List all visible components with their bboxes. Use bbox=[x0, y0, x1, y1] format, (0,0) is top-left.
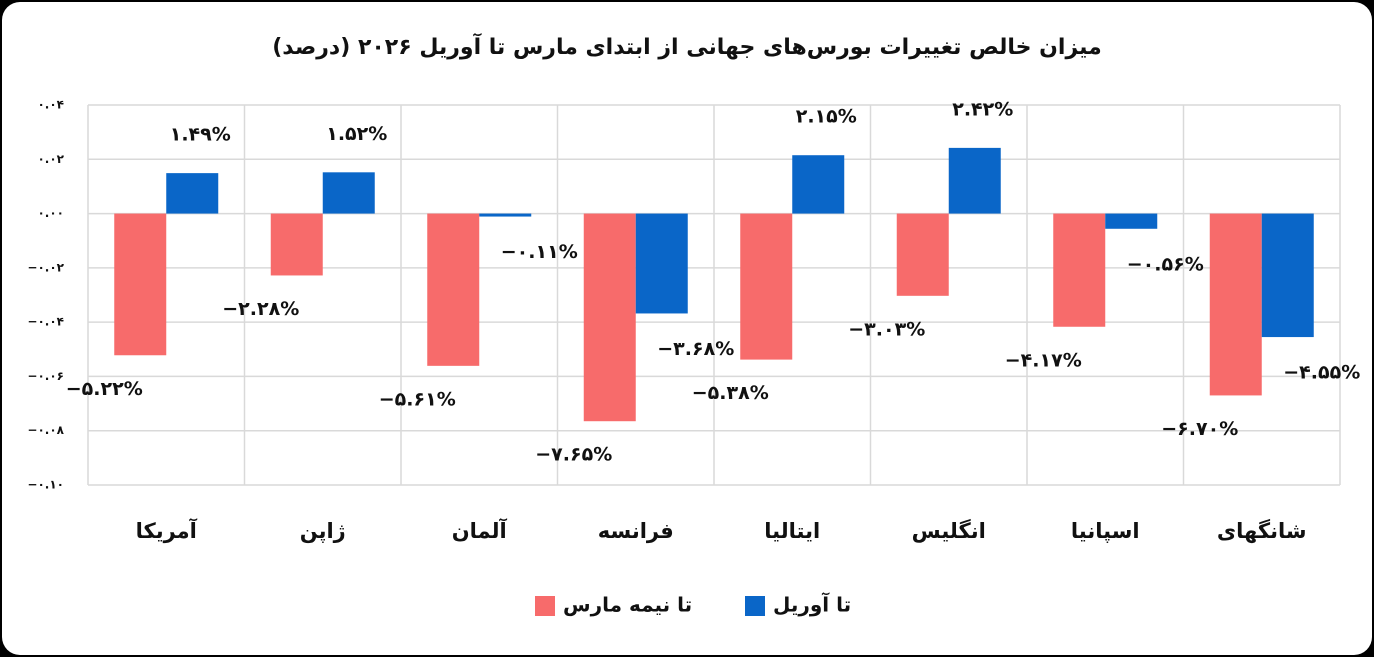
bar bbox=[1053, 213, 1106, 327]
bar bbox=[1209, 213, 1262, 396]
bar bbox=[166, 173, 219, 214]
y-tick-label: −۰.۱۰ bbox=[27, 478, 64, 492]
data-label: −۲.۲۸% bbox=[222, 298, 299, 320]
bar bbox=[427, 213, 480, 366]
bar bbox=[948, 147, 1001, 214]
bar bbox=[583, 213, 636, 422]
data-label: −۰.۵۶% bbox=[1127, 253, 1204, 275]
data-label: −۶.۷۰% bbox=[1161, 418, 1238, 440]
bar bbox=[479, 213, 532, 217]
bar bbox=[270, 213, 323, 276]
data-label: ۲.۴۲% bbox=[952, 98, 1013, 120]
y-tick-label: ۰.۰۴ bbox=[37, 98, 64, 112]
data-label: −۳.۰۳% bbox=[848, 318, 925, 340]
data-label: −۳.۶۸% bbox=[657, 338, 734, 360]
bar bbox=[740, 213, 793, 360]
y-tick-label: −۰.۰۴ bbox=[27, 315, 64, 329]
x-tick-label: شانگهای bbox=[1217, 518, 1307, 543]
x-tick-label: آلمان bbox=[452, 518, 508, 543]
legend-label: تا آوریل bbox=[773, 592, 851, 617]
x-tick-label: انگلیس bbox=[912, 518, 986, 543]
x-tick-label: فرانسه bbox=[598, 519, 674, 543]
legend-swatch bbox=[535, 596, 555, 616]
legend-swatch bbox=[745, 596, 765, 616]
x-tick-label: اسپانیا bbox=[1071, 519, 1140, 543]
bar bbox=[635, 213, 688, 314]
x-tick-label: آمریکا bbox=[136, 518, 198, 543]
bar bbox=[1105, 213, 1158, 229]
legend-label: تا نیمه مارس bbox=[563, 593, 692, 617]
data-label: ۱.۵۲% bbox=[326, 123, 387, 145]
bar bbox=[114, 213, 167, 356]
y-tick-label: ۰.۰۲ bbox=[37, 152, 64, 166]
data-label: −۴.۵۵% bbox=[1283, 362, 1360, 384]
y-tick-label: −۰.۰۶ bbox=[27, 369, 64, 383]
data-label: ۲.۱۵% bbox=[796, 106, 857, 128]
y-tick-label: ۰.۰۰ bbox=[37, 206, 64, 220]
bar bbox=[896, 213, 949, 296]
x-tick-label: ایتالیا bbox=[764, 519, 820, 543]
data-label: −۵.۶۱% bbox=[379, 388, 456, 410]
bar bbox=[322, 172, 375, 214]
bar bbox=[792, 155, 845, 214]
data-label: −۵.۲۲% bbox=[66, 378, 143, 400]
x-tick-label: ژاپن bbox=[300, 519, 346, 543]
chart-title: میزان خالص تغییرات بورس‌های جهانی از ابت… bbox=[272, 32, 1102, 60]
data-label: ۱.۴۹% bbox=[170, 124, 231, 146]
bar bbox=[1261, 213, 1314, 338]
data-label: −۴.۱۷% bbox=[1005, 349, 1082, 371]
y-tick-label: −۰.۰۲ bbox=[27, 260, 64, 274]
data-label: −۷.۶۵% bbox=[535, 444, 612, 466]
data-label: −۵.۳۸% bbox=[692, 382, 769, 404]
data-label: −۰.۱۱% bbox=[501, 241, 578, 263]
y-tick-label: −۰.۰۸ bbox=[27, 423, 64, 437]
